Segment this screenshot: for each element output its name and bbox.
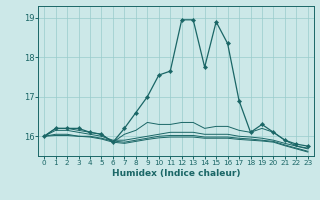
X-axis label: Humidex (Indice chaleur): Humidex (Indice chaleur): [112, 169, 240, 178]
